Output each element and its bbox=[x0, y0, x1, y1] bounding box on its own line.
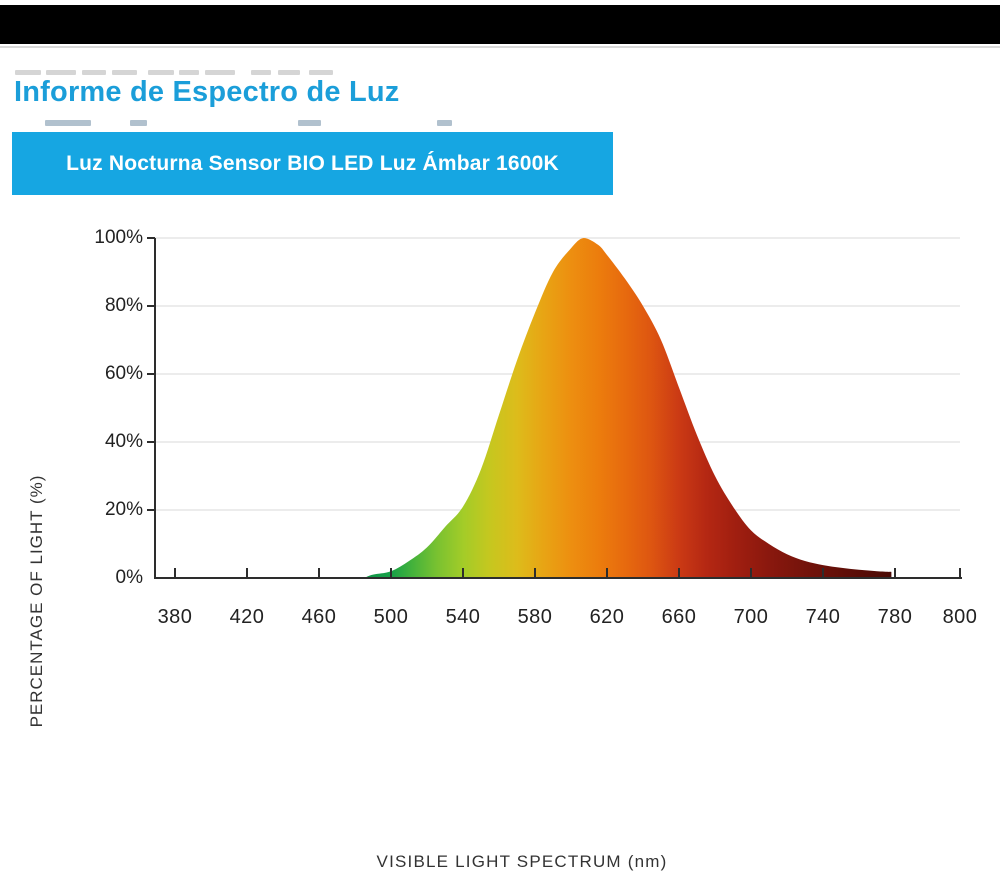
ghost-text-fragments-top bbox=[15, 70, 345, 75]
product-banner-label: Luz Nocturna Sensor BIO LED Luz Ámbar 16… bbox=[66, 151, 559, 175]
page-title: Informe de Espectro de Luz bbox=[14, 76, 400, 108]
x-tick-label: 700 bbox=[733, 606, 769, 628]
y-axis-title: PERCENTAGE OF LIGHT (%) bbox=[27, 474, 46, 728]
header-divider bbox=[0, 46, 1000, 48]
y-tick-label: 40% bbox=[104, 431, 143, 452]
spectrum-plot-svg bbox=[147, 237, 962, 579]
x-tick-label: 740 bbox=[805, 606, 841, 628]
x-tick-label: 540 bbox=[445, 606, 481, 628]
x-tick-label: 620 bbox=[589, 606, 625, 628]
y-tick-label: 80% bbox=[104, 295, 143, 316]
y-tick-label: 60% bbox=[104, 363, 143, 384]
x-axis-title: VISIBLE LIGHT SPECTRUM (nm) bbox=[376, 852, 668, 871]
x-tick-label: 580 bbox=[517, 606, 553, 628]
y-tick-label: 20% bbox=[104, 499, 143, 520]
x-tick-label: 380 bbox=[157, 606, 193, 628]
spectrum-area bbox=[364, 238, 892, 578]
x-tick-label: 660 bbox=[661, 606, 697, 628]
x-tick-label: 420 bbox=[229, 606, 265, 628]
y-tick-label: 0% bbox=[115, 567, 143, 588]
x-tick-label: 500 bbox=[373, 606, 409, 628]
spectrum-chart: 0% 20% 40% 60% 80% 100% 380 420 460 500 540 580 620… bbox=[0, 200, 1000, 871]
x-tick-label: 780 bbox=[877, 606, 913, 628]
top-bar bbox=[0, 5, 1000, 44]
y-tick-label: 100% bbox=[94, 227, 143, 248]
x-tick-label: 460 bbox=[301, 606, 337, 628]
product-banner: Luz Nocturna Sensor BIO LED Luz Ámbar 16… bbox=[12, 132, 613, 195]
x-tick-label: 800 bbox=[942, 606, 978, 628]
